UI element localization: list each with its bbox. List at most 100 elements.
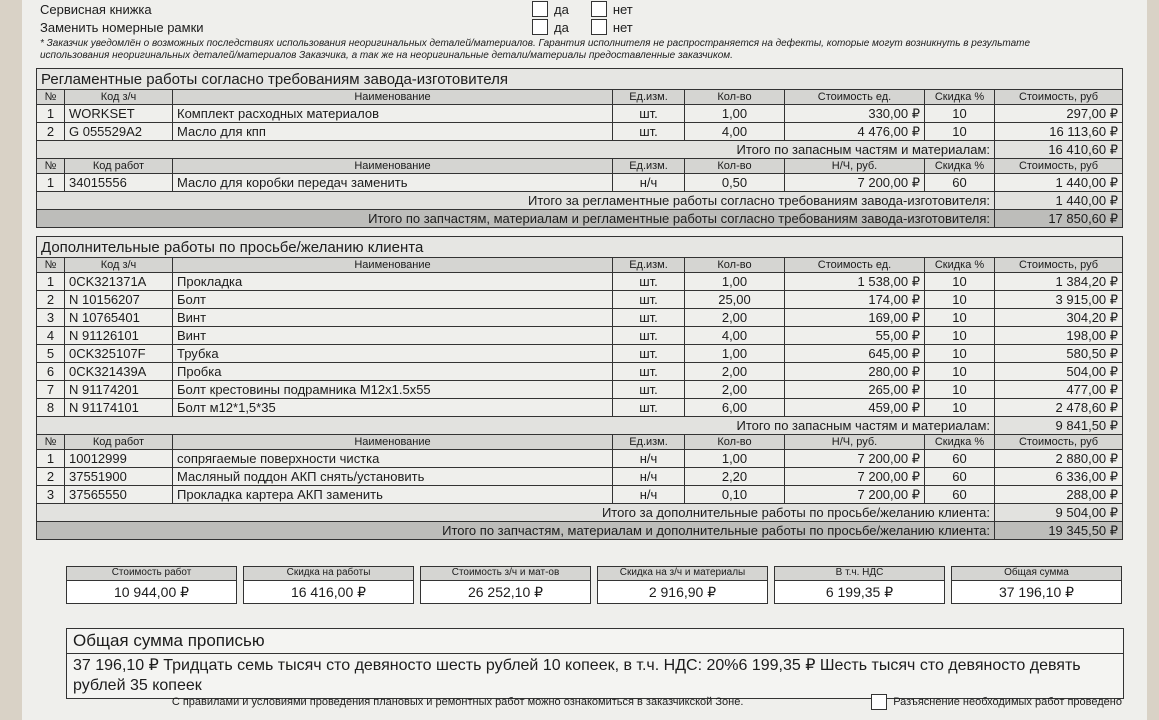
cell: 8 [36, 398, 65, 417]
cell: 0,50 [684, 173, 785, 192]
cell: 0CK325107F [64, 344, 173, 363]
cell: 4 [36, 326, 65, 345]
item-row: 1 0CK321371A Прокладка шт. 1,00 1 538,00 ₽10 1… [36, 272, 1124, 291]
column-header: Стоимость, руб [993, 158, 1124, 174]
cell: 459,00 ₽ [784, 398, 925, 417]
cell: 1 538,00 ₽ [784, 272, 925, 291]
summary-label: Стоимость з/ч и мат-ов [421, 567, 590, 581]
cell: 2,00 [684, 380, 785, 399]
cell: 60 [924, 485, 995, 504]
notice: * Заказчик уведомлён о возможных последс… [40, 38, 1031, 61]
cell: шт. [612, 290, 685, 309]
summary-label: Стоимость работ [67, 567, 236, 581]
section-title-row: Регламентные работы согласно требованиям… [35, 68, 1124, 90]
spacer [36, 228, 1122, 236]
option-no: нет [612, 19, 633, 35]
section-title: Дополнительные работы по просьбе/желанию… [35, 236, 1124, 258]
column-header: Кол-во [684, 257, 785, 273]
grand-label: Итого по запчастям, материалам и дополни… [36, 521, 995, 540]
cell: N 91174101 [64, 398, 173, 417]
table-body: Дополнительные работы по просьбе/желанию… [35, 236, 1124, 540]
summary-value: 37 196,10 ₽ [998, 584, 1075, 600]
cell: шт. [612, 362, 685, 381]
cell: 10 [924, 308, 995, 327]
cell: 16 113,60 ₽ [993, 122, 1124, 141]
cell: N 10765401 [64, 308, 173, 327]
summary-box: Стоимость работ 10 944,00 ₽ [66, 566, 237, 604]
cell: 6,00 [684, 398, 785, 417]
cell: шт. [612, 380, 685, 399]
cell: шт. [612, 326, 685, 345]
cell: 1,00 [684, 344, 785, 363]
grand-value: 19 345,50 ₽ [993, 521, 1124, 540]
cell: н/ч [612, 467, 685, 486]
grand-label: Итого по запчастям, материалам и регламе… [36, 209, 995, 228]
cell: Болт крестовины подрамника M12x1.5x55 [172, 380, 613, 399]
total-row: Итого за регламентные работы согласно тр… [36, 191, 1124, 210]
cell: Пробка [172, 362, 613, 381]
option-row: Заменить номерные рамки да нет [40, 18, 1130, 36]
cell: 0CK321371A [64, 272, 173, 291]
cell: 265,00 ₽ [784, 380, 925, 399]
cell: N 10156207 [64, 290, 173, 309]
grand-row: Итого по запчастям, материалам и дополни… [36, 521, 1124, 540]
cell: 10 [924, 326, 995, 345]
column-header: Стоимость ед. [784, 257, 925, 273]
option-label: Заменить номерные рамки [40, 19, 204, 35]
column-header: Скидка % [924, 434, 995, 450]
cell: 4 476,00 ₽ [784, 122, 925, 141]
column-header: № [36, 89, 65, 105]
cell: 2 [36, 122, 65, 141]
column-header: Стоимость ед. [784, 89, 925, 105]
section-title: Регламентные работы согласно требованиям… [35, 68, 1124, 90]
item-row: 1 10012999 сопрягаемые поверхности чистка н… [36, 449, 1124, 468]
cell: 10 [924, 104, 995, 123]
cell: 169,00 ₽ [784, 308, 925, 327]
column-header: Кол-во [684, 158, 785, 174]
header-row: № Код работ Наименование Ед.изм. Кол-во Н/Ч, … [36, 158, 1124, 174]
cell: 297,00 ₽ [993, 104, 1124, 123]
column-header: Скидка % [924, 158, 995, 174]
cell: 5 [36, 344, 65, 363]
item-row: 6 0CK321439A Пробка шт. 2,00 280,00 ₽10 504,00… [36, 362, 1124, 381]
checkbox[interactable] [590, 19, 607, 35]
column-header: Код работ [64, 158, 173, 174]
cell: G 055529A2 [64, 122, 173, 141]
cell: Масло для кпп [172, 122, 613, 141]
grand-value: 17 850,60 ₽ [993, 209, 1124, 228]
cell: 1,00 [684, 449, 785, 468]
column-header: Ед.изм. [612, 434, 685, 450]
rules-note: С правилами и условиями проведения плано… [171, 696, 744, 708]
cell: 3 915,00 ₽ [993, 290, 1124, 309]
footer: С правилами и условиями проведения плано… [66, 694, 1122, 710]
section-table: Регламентные работы согласно требованиям… [35, 68, 1124, 228]
checkbox[interactable] [590, 1, 607, 17]
cell: шт. [612, 308, 685, 327]
column-header: Наименование [172, 89, 613, 105]
cell: 55,00 ₽ [784, 326, 925, 345]
cell: 288,00 ₽ [993, 485, 1124, 504]
checkbox[interactable] [532, 1, 548, 17]
cell: 7 200,00 ₽ [784, 449, 925, 468]
cell: 1 [36, 173, 65, 192]
header-row: № Код работ Наименование Ед.изм. Кол-во Н/Ч, … [36, 434, 1124, 450]
cell: 7 200,00 ₽ [784, 173, 925, 192]
column-header: Наименование [172, 158, 613, 174]
column-header: Код работ [64, 434, 173, 450]
cell: 34015556 [64, 173, 173, 192]
checkbox[interactable] [871, 694, 888, 710]
item-row: 1 34015556 Масло для коробки передач замен… [36, 173, 1124, 192]
option-label: Сервисная книжка [40, 1, 152, 17]
cell: 7 200,00 ₽ [784, 485, 925, 504]
total-row: Итого за дополнительные работы по просьб… [36, 503, 1124, 522]
cell: Комплект расходных материалов [172, 104, 613, 123]
cell: Винт [172, 326, 613, 345]
cell: Болт [172, 290, 613, 309]
column-header: Н/Ч, руб. [784, 158, 925, 174]
checkbox[interactable] [532, 19, 548, 35]
cell: 280,00 ₽ [784, 362, 925, 381]
summary-value: 16 416,00 ₽ [290, 584, 367, 600]
cell: шт. [612, 122, 685, 141]
cell: Масло для коробки передач заменить [172, 173, 613, 192]
